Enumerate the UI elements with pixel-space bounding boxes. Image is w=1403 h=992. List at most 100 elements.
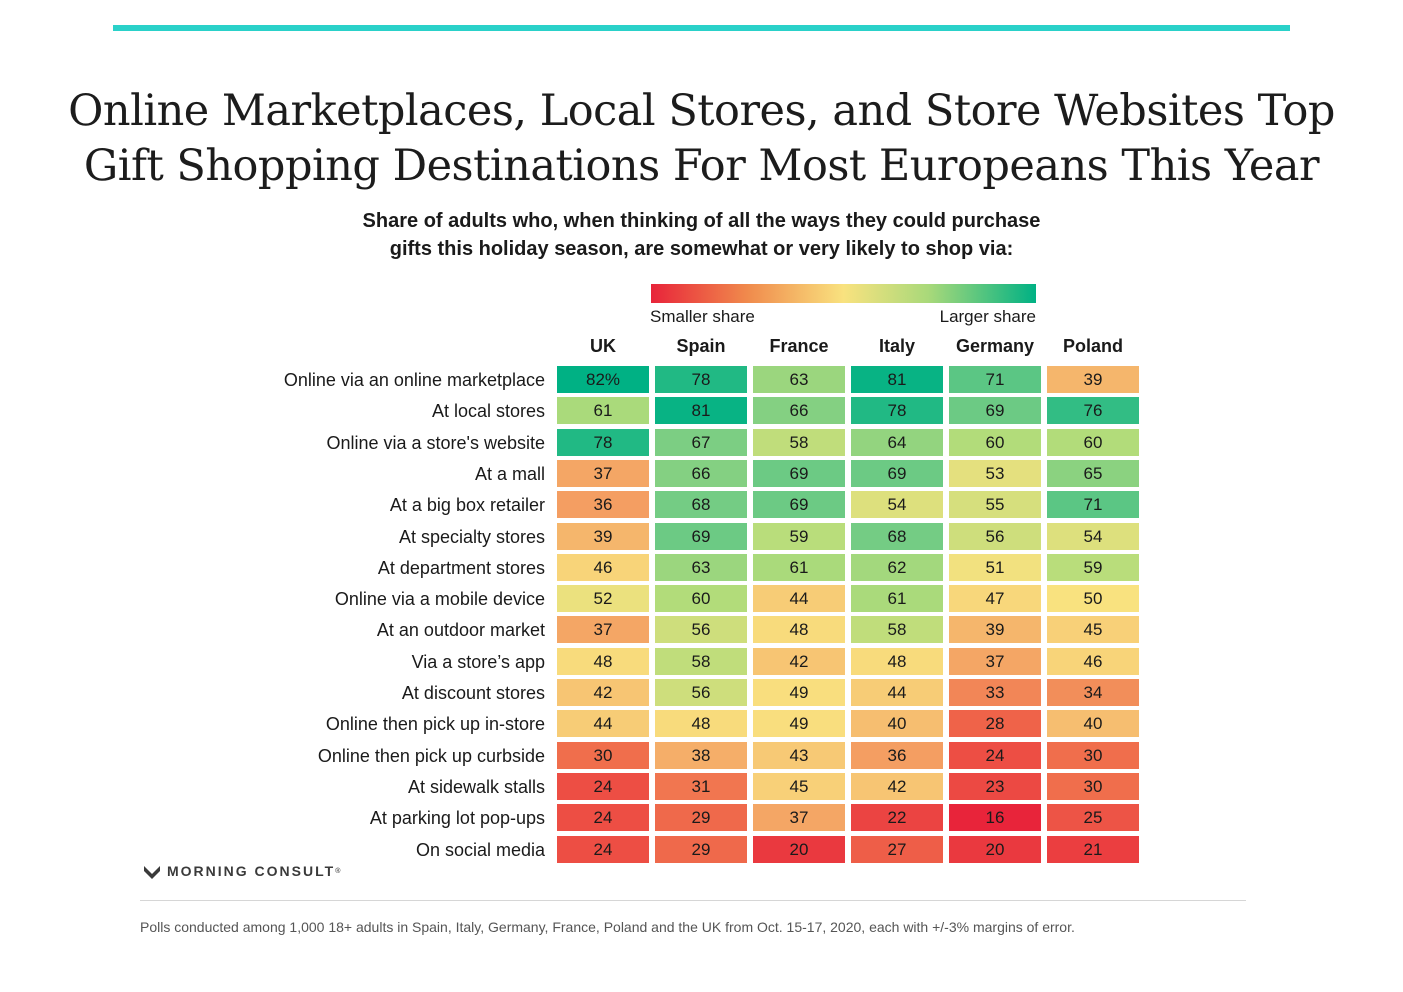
heatmap-cell: 40 — [851, 710, 943, 738]
heatmap-cell: 42 — [557, 679, 649, 706]
heatmap-cell: 56 — [655, 679, 747, 706]
chart-subtitle: Share of adults who, when thinking of al… — [0, 207, 1403, 263]
brand-name: MORNING CONSULT — [167, 863, 336, 879]
heatmap-cell: 81 — [851, 366, 943, 393]
row-label: At sidewalk stalls — [407, 776, 545, 797]
heatmap-cell: 52 — [557, 585, 649, 613]
heatmap-cell: 23 — [949, 772, 1041, 800]
heatmap-cell: 36 — [557, 491, 649, 519]
heatmap-cell: 24 — [557, 772, 649, 800]
heatmap-cell: 25 — [1047, 804, 1139, 832]
column-header-poland: Poland — [1062, 336, 1123, 356]
color-scale-legend — [651, 284, 1036, 303]
heatmap-cell: 31 — [655, 772, 747, 800]
heatmap-cell: 24 — [949, 741, 1041, 769]
chart-title: Online Marketplaces, Local Stores, and S… — [0, 84, 1403, 194]
row-label: At discount stores — [401, 683, 545, 703]
title-line-1: Online Marketplaces, Local Stores, and S… — [68, 86, 1335, 136]
heatmap-cell: 61 — [557, 397, 649, 425]
row-label: At a big box retailer — [389, 495, 545, 516]
heatmap-cell: 60 — [949, 428, 1041, 456]
heatmap-cell: 50 — [1047, 585, 1139, 613]
heatmap-cell: 22 — [851, 804, 943, 832]
heatmap-cell: 59 — [753, 522, 845, 550]
heatmap-cell: 60 — [1047, 428, 1139, 456]
row-label: Online via a store's website — [326, 432, 545, 453]
heatmap-cell: 39 — [949, 616, 1041, 644]
heatmap-cell: 48 — [557, 647, 649, 675]
heatmap-cell: 55 — [949, 491, 1041, 519]
heatmap-cell: 42 — [851, 772, 943, 800]
heatmap-cell: 60 — [655, 585, 747, 613]
heatmap-cell: 78 — [557, 428, 649, 456]
heatmap-cell: 39 — [1047, 366, 1139, 393]
heatmap-cell: 58 — [655, 647, 747, 675]
brand-registered-mark: ® — [335, 867, 341, 875]
heatmap-cell: 71 — [949, 366, 1041, 393]
heatmap-cell: 44 — [557, 710, 649, 738]
heatmap-cell: 40 — [1047, 710, 1139, 738]
heatmap-cell: 69 — [753, 491, 845, 519]
heatmap-cell: 20 — [949, 835, 1041, 863]
heatmap-cell: 28 — [949, 710, 1041, 738]
heatmap-cell: 49 — [753, 679, 845, 706]
heatmap-cell: 69 — [753, 459, 845, 487]
heatmap-cell: 78 — [655, 366, 747, 393]
subtitle-line-1: Share of adults who, when thinking of al… — [362, 210, 1041, 232]
heatmap-cell: 68 — [851, 522, 943, 550]
heatmap-cell: 24 — [557, 835, 649, 863]
row-label: Online then pick up curbside — [317, 745, 545, 766]
heatmap-cell: 48 — [851, 647, 943, 675]
heatmap-cell: 49 — [753, 710, 845, 738]
heatmap-cell: 44 — [753, 585, 845, 613]
brand-logo: MORNING CONSULT ® — [143, 862, 340, 880]
subtitle-line-2: gifts this holiday season, are somewhat … — [389, 238, 1014, 260]
heatmap-cell: 37 — [557, 459, 649, 487]
heatmap-cell: 67 — [655, 428, 747, 456]
column-header-spain: Spain — [676, 336, 726, 356]
heatmap-cell: 37 — [557, 616, 649, 644]
heatmap-cell: 21 — [1047, 835, 1139, 863]
heatmap-cell: 37 — [753, 804, 845, 832]
heatmap-cell: 76 — [1047, 397, 1139, 425]
heatmap-cell: 59 — [1047, 553, 1139, 581]
heatmap-cell: 69 — [655, 522, 747, 550]
heatmap-cell: 58 — [851, 616, 943, 644]
heatmap-cell: 45 — [753, 772, 845, 800]
heatmap-cell: 42 — [753, 647, 845, 675]
row-label: Online then pick up in-store — [325, 714, 545, 735]
row-label: At department stores — [377, 557, 545, 578]
row-label: Online via a mobile device — [334, 589, 545, 610]
heatmap-cell: 54 — [1047, 522, 1139, 550]
footer-divider — [140, 900, 1246, 901]
row-label: At a mall — [474, 463, 545, 484]
row-label: At specialty stores — [398, 526, 545, 547]
heatmap-cell: 63 — [655, 553, 747, 581]
heatmap-cell: 69 — [851, 459, 943, 487]
heatmap-cell: 29 — [655, 835, 747, 863]
row-label: Online via an online marketplace — [283, 370, 545, 390]
title-line-2: Gift Shopping Destinations For Most Euro… — [83, 141, 1320, 191]
legend-low-label: Smaller share — [650, 307, 755, 326]
row-label: At parking lot pop-ups — [369, 808, 545, 829]
heatmap-cell: 43 — [753, 741, 845, 769]
heatmap-cell: 45 — [1047, 616, 1139, 644]
heatmap-cell: 36 — [851, 741, 943, 769]
column-header-uk: UK — [590, 336, 616, 356]
heatmap-cell: 16 — [949, 804, 1041, 832]
heatmap-cell: 71 — [1047, 491, 1139, 519]
heatmap-cell: 24 — [557, 804, 649, 832]
morning-consult-icon — [144, 866, 160, 879]
heatmap-cell: 30 — [1047, 741, 1139, 769]
heatmap-cell: 46 — [1047, 647, 1139, 675]
column-header-italy: Italy — [878, 336, 916, 356]
heatmap-cell: 33 — [949, 679, 1041, 706]
heatmap-cell: 46 — [557, 553, 649, 581]
heatmap-cell: 61 — [851, 585, 943, 613]
footnote: Polls conducted among 1,000 18+ adults i… — [140, 919, 1075, 935]
heatmap-cell: 65 — [1047, 459, 1139, 487]
row-label: On social media — [415, 839, 545, 860]
heatmap-cell: 78 — [851, 397, 943, 425]
heatmap-cell: 66 — [655, 459, 747, 487]
heatmap-cell: 48 — [655, 710, 747, 738]
